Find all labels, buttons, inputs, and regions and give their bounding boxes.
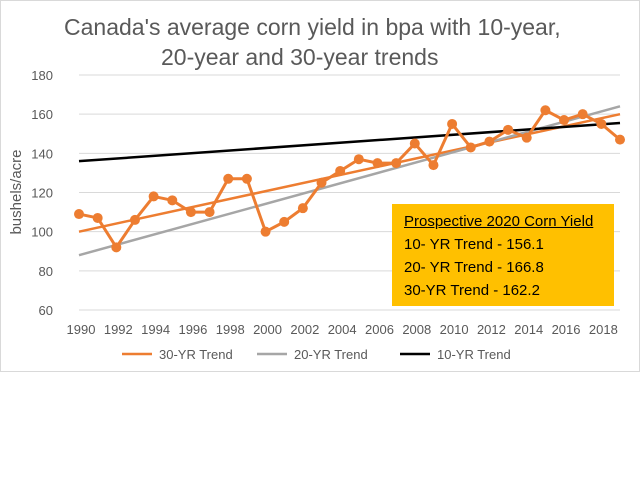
data-point-1991	[92, 212, 103, 223]
series-layer	[74, 105, 625, 257]
data-point-2007	[391, 158, 402, 169]
data-point-1992	[111, 242, 122, 253]
10-yr-trend-line	[78, 121, 621, 163]
x-tick-2000: 2000	[253, 322, 282, 337]
data-point-2013	[503, 124, 514, 135]
x-tick-1998: 1998	[216, 322, 245, 337]
data-point-2009	[428, 160, 439, 171]
y-tick-labels: 60 80 100 120 140 160 180	[31, 68, 53, 318]
data-point-2003	[316, 177, 327, 188]
data-point-2017	[577, 109, 588, 120]
data-point-2005	[353, 154, 364, 165]
x-tick-2014: 2014	[514, 322, 543, 337]
annotation-line-30yr: 30-YR Trend - 162.2	[404, 282, 540, 299]
data-point-2016	[559, 115, 570, 126]
x-tick-2012: 2012	[477, 322, 506, 337]
data-point-2006	[372, 158, 383, 169]
x-tick-1994: 1994	[141, 322, 170, 337]
x-tick-2016: 2016	[552, 322, 581, 337]
x-tick-labels: 1990 1992 1994 1996 1998 2000 2002 2004 2006 2008…	[67, 322, 618, 337]
data-point-2004	[335, 165, 346, 176]
data-point-1994	[148, 191, 159, 202]
y-tick-60: 60	[39, 303, 53, 318]
data-point-1997	[204, 207, 215, 218]
chart-title-line-1: Canada's average corn yield in bpa with …	[64, 14, 561, 40]
prospective-yield-box: Prospective 2020 Corn Yield 10- YR Trend…	[392, 204, 614, 306]
x-tick-2018: 2018	[589, 322, 618, 337]
y-tick-180: 180	[31, 68, 53, 83]
x-tick-1996: 1996	[178, 322, 207, 337]
data-point-2000	[260, 226, 271, 237]
x-tick-2002: 2002	[290, 322, 319, 337]
x-tick-2006: 2006	[365, 322, 394, 337]
chart-svg: 60 80 100 120 140 160 180 1990 1992 1994 1996 1998…	[8, 68, 625, 362]
y-tick-160: 160	[31, 107, 53, 122]
data-point-1990	[74, 209, 84, 220]
data-point-2012	[484, 136, 495, 147]
data-point-2002	[297, 203, 308, 214]
y-tick-140: 140	[31, 146, 53, 161]
legend: 30-YR Trend 20-YR Trend 10-YR Trend	[122, 347, 511, 362]
data-point-2018	[596, 118, 607, 129]
data-point-2008	[409, 138, 420, 149]
data-point-1993	[129, 214, 140, 225]
x-tick-1992: 1992	[104, 322, 133, 337]
data-point-2015	[540, 105, 551, 116]
y-tick-100: 100	[31, 225, 53, 240]
data-point-1995	[167, 195, 178, 206]
data-point-2001	[279, 216, 290, 227]
y-tick-120: 120	[31, 186, 53, 201]
y-tick-80: 80	[39, 264, 53, 279]
x-tick-2010: 2010	[440, 322, 469, 337]
y-axis-label: bushels/acre	[8, 149, 25, 234]
data-point-2010	[447, 118, 458, 129]
chart-title-line-2: 20-year and 30-year trends	[161, 44, 439, 70]
x-tick-2008: 2008	[402, 322, 431, 337]
data-point-1998	[223, 173, 234, 184]
annotation-line-10yr: 10- YR Trend - 156.1	[404, 236, 544, 253]
legend-label-30-yr-trend: 30-YR Trend	[159, 347, 233, 362]
legend-label-20-yr-trend: 20-YR Trend	[294, 347, 368, 362]
annotation-line-20yr: 20- YR Trend - 166.8	[404, 259, 544, 276]
data-point-2014	[521, 132, 532, 143]
annotation-heading: Prospective 2020 Corn Yield	[404, 213, 594, 230]
x-tick-2004: 2004	[328, 322, 357, 337]
data-point-2011	[465, 142, 476, 153]
data-point-2019	[615, 134, 625, 145]
data-point-1999	[241, 173, 252, 184]
data-point-1996	[185, 207, 196, 218]
legend-label-10-yr-trend: 10-YR Trend	[437, 347, 511, 362]
x-tick-1990: 1990	[67, 322, 96, 337]
